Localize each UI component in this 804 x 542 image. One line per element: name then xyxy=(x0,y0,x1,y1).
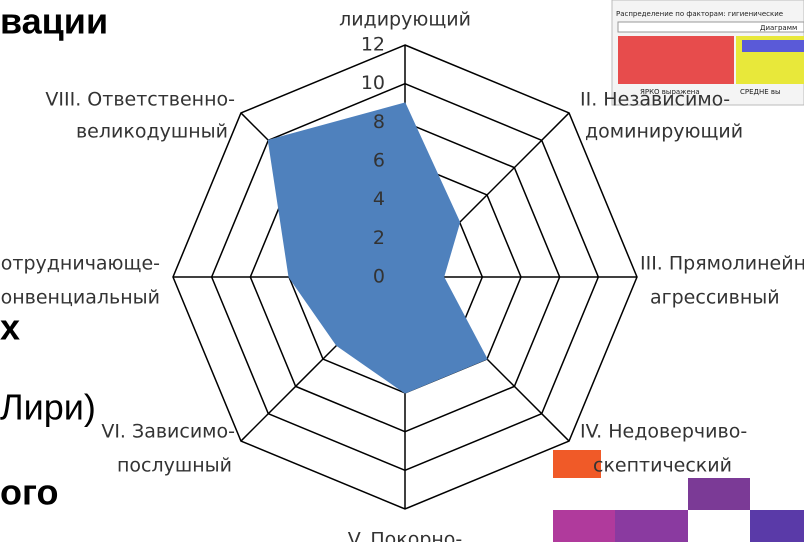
axis-label: VI. Зависимо- xyxy=(101,421,235,443)
axis-label: VIII. Ответственно- xyxy=(45,89,235,111)
y-tick-label: 6 xyxy=(373,150,385,172)
inset-block xyxy=(618,36,734,84)
y-tick-label: 8 xyxy=(373,111,385,133)
deco-square xyxy=(553,450,601,478)
deco-square xyxy=(553,510,615,542)
inset-label: ЯРКО выражена xyxy=(640,88,700,96)
axis-label: агрессивный xyxy=(650,287,780,309)
slide-text: Лири) xyxy=(0,387,96,428)
radar-chart: 0 2 4 6 8 10 12 лидирующий II. Независимо-домини… xyxy=(0,9,804,542)
y-tick-label: 4 xyxy=(373,188,385,210)
y-tick-label: 2 xyxy=(373,227,385,249)
inset-subtitle: Диаграмм xyxy=(760,24,797,32)
axis-label: VII. Сотрудничающе- xyxy=(0,253,160,275)
axis-label: V. Покорно- xyxy=(348,529,463,542)
data-area xyxy=(267,102,488,394)
axis-label: лидирующий xyxy=(339,9,471,31)
inset-label: СРЕДНЕ вы xyxy=(740,88,781,96)
deco-square xyxy=(615,510,688,542)
inset-thumbnail: Распределение по факторам: гигиенические… xyxy=(611,0,804,106)
axis-label: III. Прямолинейно- xyxy=(640,253,804,275)
axis-label: конвенциальный xyxy=(0,287,160,309)
slide-text: вации xyxy=(0,1,108,42)
slide-text: ого xyxy=(0,472,59,513)
axis-label: II. Независимо- xyxy=(580,89,730,111)
slide-text: х xyxy=(0,307,20,348)
y-tick-label: 10 xyxy=(361,72,385,94)
inset-block xyxy=(742,40,804,52)
axis-label: великодушный xyxy=(76,121,228,143)
axis-label: послушный xyxy=(117,455,232,477)
y-tick-label: 0 xyxy=(373,266,385,288)
deco-square xyxy=(750,510,804,542)
inset-title: Распределение по факторам: гигиенические xyxy=(616,10,783,18)
axis-label: IV. Недоверчиво- xyxy=(580,421,747,443)
axis-label: доминирующий xyxy=(585,121,743,143)
inset-bar xyxy=(617,21,804,33)
deco-square xyxy=(688,478,750,510)
y-tick-label: 12 xyxy=(361,34,385,56)
axis-label: скептический xyxy=(593,455,732,477)
